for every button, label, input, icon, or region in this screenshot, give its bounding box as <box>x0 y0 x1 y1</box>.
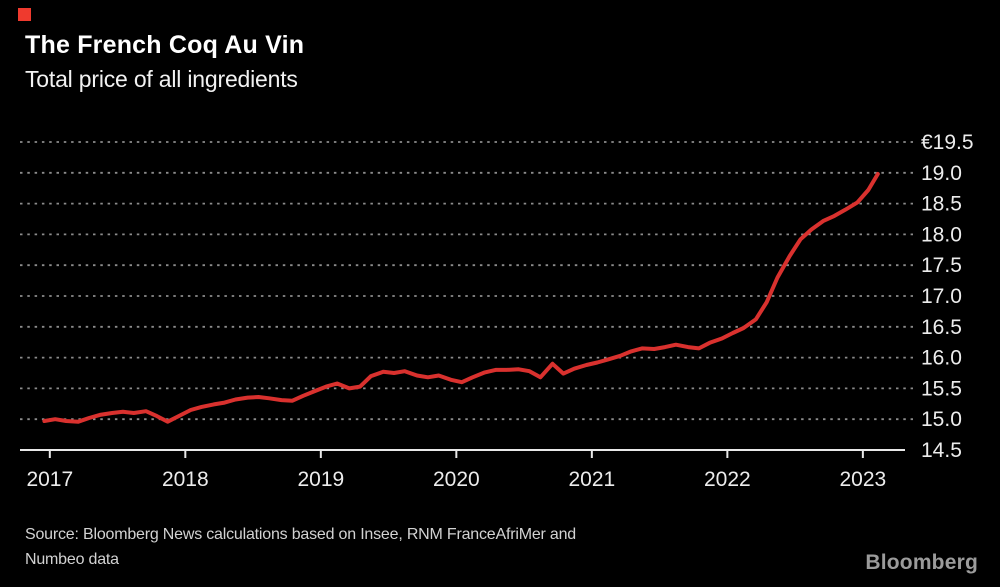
x-tick-label: 2023 <box>840 468 887 491</box>
y-tick-label: 16.0 <box>921 347 962 370</box>
y-tick-label: 14.5 <box>921 439 962 462</box>
y-tick-label: 15.0 <box>921 408 962 431</box>
source-line-2: Numbeo data <box>25 551 119 568</box>
y-tick-label: 19.0 <box>921 162 962 185</box>
chart-subtitle: Total price of all ingredients <box>25 66 298 92</box>
x-tick-label: 2020 <box>433 468 480 491</box>
x-tick-label: 2022 <box>704 468 751 491</box>
y-tick-label: 16.5 <box>921 316 962 339</box>
x-tick-label: 2019 <box>297 468 344 491</box>
x-tick-label: 2017 <box>26 468 73 491</box>
source-line-1: Source: Bloomberg News calculations base… <box>25 526 576 543</box>
source-note: Source: Bloomberg News calculations base… <box>25 522 576 572</box>
y-tick-label: 18.0 <box>921 223 962 246</box>
y-tick-label: 17.0 <box>921 285 962 308</box>
price-line <box>42 172 880 424</box>
brand-red-square-icon <box>18 8 31 21</box>
x-tick-label: 2021 <box>568 468 615 491</box>
y-tick-label: €19.5 <box>921 131 974 154</box>
bloomberg-logo: Bloomberg <box>865 551 978 574</box>
y-tick-label: 17.5 <box>921 254 962 277</box>
x-tick-label: 2018 <box>162 468 209 491</box>
chart-title: The French Coq Au Vin <box>25 31 305 59</box>
y-tick-label: 15.5 <box>921 377 962 400</box>
y-tick-label: 18.5 <box>921 193 962 216</box>
